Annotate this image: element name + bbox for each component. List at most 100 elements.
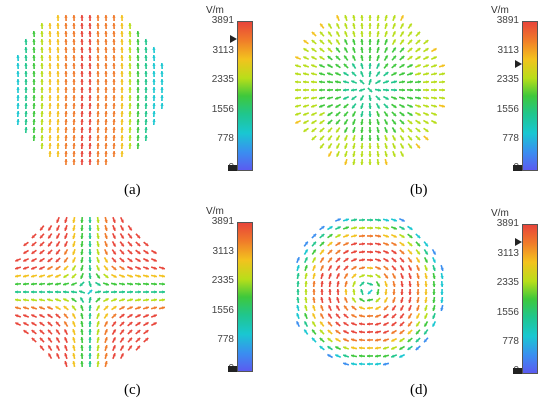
field-arrowhead (367, 298, 371, 302)
field-arrowhead (56, 47, 60, 50)
field-arrowhead (96, 259, 100, 263)
field-arrowhead (32, 103, 36, 106)
field-arrowhead (48, 31, 52, 34)
field-arrowhead (24, 63, 28, 66)
field-arrowhead (400, 23, 404, 27)
field-arrowhead (40, 235, 44, 239)
field-arrowhead (319, 64, 323, 68)
field-arrowhead (47, 258, 51, 262)
field-arrowhead (56, 31, 60, 34)
field-arrowhead (432, 315, 436, 319)
field-arrowhead (48, 127, 52, 130)
field-arrowhead (144, 111, 148, 114)
field-arrowhead (40, 227, 44, 231)
field-arrowhead (383, 330, 387, 334)
field-arrowhead (426, 88, 429, 92)
field-arrowhead (400, 292, 404, 295)
field-arrowhead (303, 120, 307, 124)
field-arrowhead (416, 267, 420, 271)
field-arrowhead (64, 361, 68, 365)
field-arrowhead (24, 111, 28, 114)
field-arrowhead (416, 275, 420, 279)
field-arrowhead (361, 250, 365, 254)
field-arrowhead (31, 306, 35, 310)
field-arrowhead (31, 274, 35, 278)
field-arrowhead (408, 39, 413, 43)
field-arrowhead (15, 282, 18, 286)
field-arrowhead (353, 218, 357, 222)
field-arrowhead (392, 47, 396, 51)
field-arrowhead (112, 353, 116, 357)
field-arrowhead (112, 135, 116, 138)
field-arrowhead (392, 292, 396, 295)
field-arrowhead (336, 137, 340, 141)
field-arrowhead (136, 143, 140, 146)
field-arrowhead (344, 121, 348, 125)
field-arrowhead (152, 47, 156, 50)
field-arrowhead (153, 266, 157, 270)
field-arrowhead (72, 79, 76, 82)
field-arrowhead (130, 290, 133, 294)
field-arrowhead (96, 159, 100, 162)
field-arrowhead (160, 103, 164, 106)
field-arrowhead (441, 64, 445, 68)
field-arrowhead (336, 31, 340, 35)
field-arrowhead (113, 266, 117, 270)
field-arrowhead (154, 298, 157, 302)
field-arrowhead (321, 241, 325, 245)
field-arrowhead (410, 88, 413, 92)
field-arrowhead (129, 322, 133, 326)
field-arrowhead (399, 346, 403, 350)
field-arrowhead (137, 258, 141, 262)
field-arrowhead (361, 266, 365, 270)
tick-label: 1556 (496, 104, 519, 115)
field-arrowhead (433, 48, 437, 52)
field-arrowhead (112, 39, 116, 42)
field-arrowhead (304, 305, 308, 309)
field-arrowhead (328, 289, 332, 292)
field-arrowhead (104, 55, 108, 58)
field-arrowhead (327, 72, 331, 76)
field-arrowhead (343, 88, 346, 92)
field-arrowhead (120, 119, 124, 122)
field-arrowhead (16, 63, 20, 66)
field-arrowhead (24, 71, 28, 74)
field-arrowhead (328, 265, 332, 269)
field-arrowhead (417, 112, 421, 116)
field-arrowhead (384, 275, 388, 279)
field-arrowhead (40, 345, 44, 349)
tick-label: 778 (217, 334, 234, 345)
field-arrowhead (385, 234, 389, 238)
field-arrowhead (393, 258, 397, 262)
field-arrowhead (16, 87, 20, 90)
field-arrowhead (376, 31, 380, 35)
field-arrowhead (440, 307, 444, 311)
field-arrowhead (432, 284, 436, 287)
field-arrowhead (112, 71, 116, 74)
field-arrowhead (128, 87, 132, 90)
field-arrowhead (351, 306, 355, 310)
field-arrowhead (137, 250, 141, 254)
field-arrowhead (295, 56, 299, 60)
field-arrowhead (327, 129, 332, 133)
field-arrowhead (327, 80, 331, 84)
field-arrowhead (24, 39, 28, 42)
field-arrowhead (400, 315, 404, 319)
field-arrowhead (304, 313, 308, 317)
field-arrowhead (369, 89, 373, 93)
field-arrowhead (416, 331, 420, 335)
field-arrowhead (360, 97, 364, 101)
field-arrowhead (161, 306, 165, 310)
field-arrowhead (56, 95, 60, 98)
field-arrowhead (80, 275, 84, 279)
field-arrowhead (88, 236, 92, 239)
field-arrowhead (96, 103, 100, 106)
field-arrowhead (376, 71, 380, 75)
field-arrowhead (96, 47, 100, 50)
field-arrowhead (72, 337, 76, 341)
field-arrowhead (367, 362, 370, 366)
field-arrowhead (48, 227, 52, 231)
field-arrowhead (104, 151, 108, 154)
field-arrowhead (23, 274, 27, 278)
field-arrowhead (48, 337, 52, 341)
